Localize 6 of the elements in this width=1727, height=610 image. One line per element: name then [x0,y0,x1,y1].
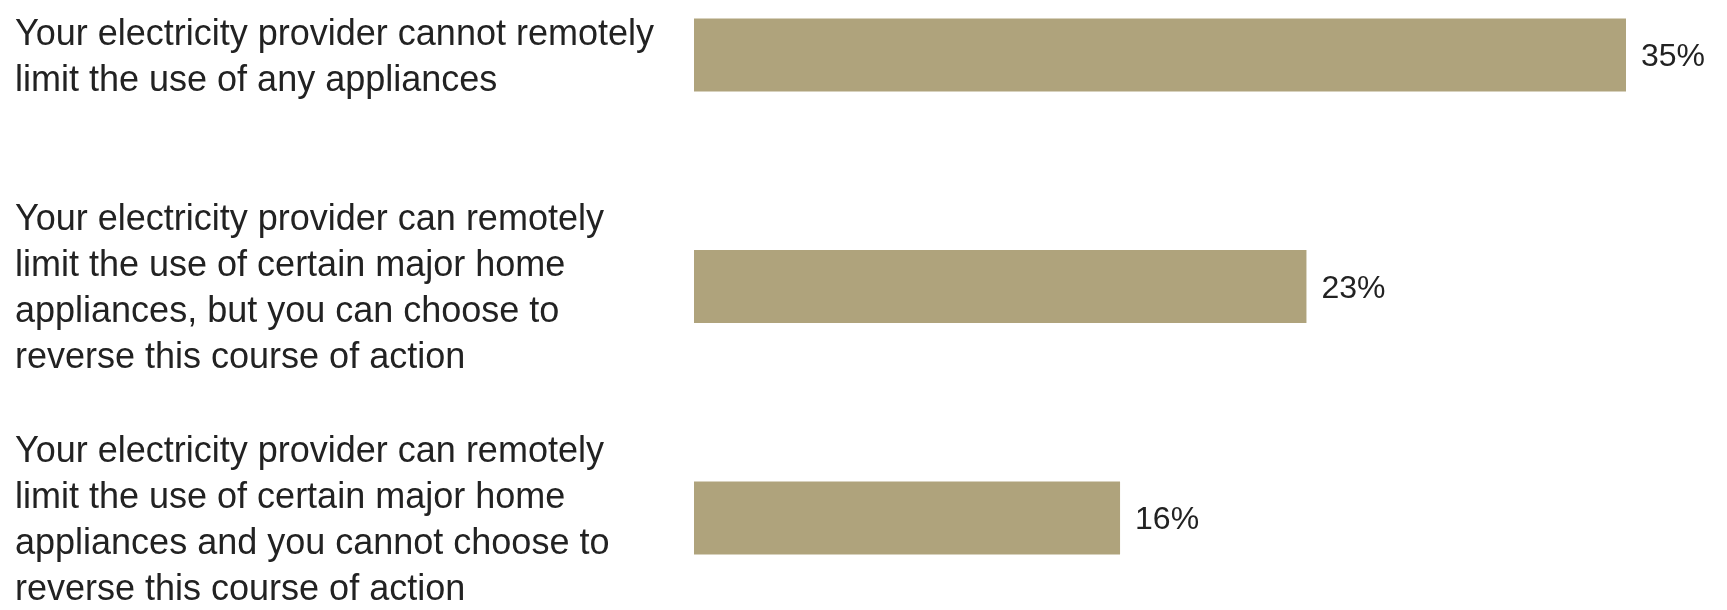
y-tick-label: Your electricity provider can remotely limit the use of certain major home appliances, but you can choose to reverse this course of action [15,197,614,376]
y-tick-label: Your electricity provider cannot remotely limit the use of any appliances [15,11,664,99]
data-label: 23% [1321,268,1386,305]
data-label: 35% [1641,37,1706,73]
data-label: 16% [1135,500,1200,536]
y-tick-label: Your electricity provider can remotely limit the use of certain major home appliances and you cannot choose to reverse this course of action [15,428,620,608]
